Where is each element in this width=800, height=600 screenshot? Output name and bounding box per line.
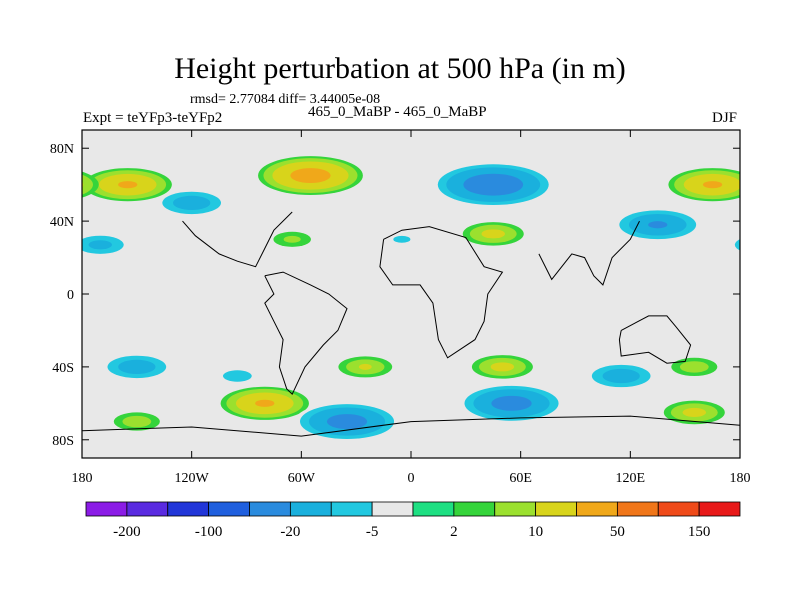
colorbar-cell xyxy=(371,501,414,517)
colorbar-label: -100 xyxy=(195,524,223,540)
contour-level xyxy=(222,370,252,382)
anomaly-13 xyxy=(101,353,173,381)
colorbar-label: -200 xyxy=(113,524,141,540)
colorbar-label: 150 xyxy=(688,524,711,540)
contour-level xyxy=(255,399,275,407)
y-tick-label: 80S xyxy=(52,434,74,449)
colorbar-cell xyxy=(289,501,332,517)
anomaly-9 xyxy=(82,233,740,257)
colorbar-cell xyxy=(85,501,128,517)
contour-level xyxy=(173,195,211,211)
coastline-5 xyxy=(82,415,740,437)
anomaly-16 xyxy=(459,383,564,423)
colorbar-cell xyxy=(616,501,659,517)
contour-level xyxy=(118,181,138,189)
contour-level xyxy=(463,173,524,196)
x-tick-label: 0 xyxy=(408,471,415,486)
anomaly-1 xyxy=(432,162,554,207)
anomaly-18 xyxy=(113,412,160,431)
anomaly-11 xyxy=(471,355,533,379)
coastline-4 xyxy=(182,211,293,268)
contour-level xyxy=(602,368,640,384)
experiment-label: Expt = teYFp3-teYFp2 xyxy=(83,110,223,126)
x-tick-label: 120W xyxy=(175,471,210,486)
contour-level xyxy=(88,240,113,250)
anomaly-15 xyxy=(585,362,657,390)
anomaly-8 xyxy=(383,231,421,247)
anomaly-3 xyxy=(82,168,740,202)
map-background xyxy=(82,130,740,458)
colorbar-cell xyxy=(167,501,210,517)
coastlines xyxy=(82,211,740,437)
y-tick-label: 0 xyxy=(67,288,74,303)
contour-level-wrap xyxy=(82,181,84,188)
colorbar-label: -5 xyxy=(366,524,379,540)
colorbar-label: 10 xyxy=(528,524,543,540)
x-tick-label: 120E xyxy=(616,471,646,486)
season-label: DJF xyxy=(712,110,738,126)
anomaly-5 xyxy=(613,208,702,242)
contour-level xyxy=(122,415,152,428)
coastline-0 xyxy=(264,271,348,396)
colorbar-cell xyxy=(249,501,291,517)
contour-level xyxy=(118,359,156,375)
anomaly-10 xyxy=(338,356,393,378)
colorbar-cell xyxy=(453,501,496,517)
coastline-2 xyxy=(618,315,692,364)
chart-title: Height perturbation at 500 hPa (in m) xyxy=(174,52,626,85)
anomaly-7 xyxy=(273,231,311,247)
contour-level xyxy=(702,181,723,189)
y-tick-label: 40S xyxy=(52,361,74,376)
contour-level xyxy=(682,407,707,417)
colorbar-cell xyxy=(576,501,618,517)
anomaly-20 xyxy=(663,400,725,425)
anomaly-0 xyxy=(258,156,363,195)
anomaly-14 xyxy=(214,366,261,386)
coastline-3 xyxy=(538,220,640,286)
anomaly-19 xyxy=(294,402,400,441)
anomaly-field xyxy=(82,156,740,441)
contour-level xyxy=(679,361,709,373)
x-tick-label: 60W xyxy=(288,471,316,486)
contour-level-wrap xyxy=(82,174,93,195)
colorbar-cell xyxy=(657,501,700,517)
colorbar-cell xyxy=(412,501,455,517)
y-tick-label: 80N xyxy=(50,142,74,157)
colorbar-label: 2 xyxy=(450,524,458,540)
contour-level-wrap xyxy=(734,239,740,251)
colorbar-cell xyxy=(126,501,169,517)
contour-level xyxy=(326,414,368,430)
anomaly-2 xyxy=(83,168,172,202)
colorbar-label: -20 xyxy=(280,524,300,540)
colorbar-cell xyxy=(330,501,373,517)
coastline-1 xyxy=(379,226,504,359)
contour-level xyxy=(648,221,668,229)
colorbar-cell xyxy=(208,501,250,517)
colorbar-cell xyxy=(535,501,577,517)
colorbar-cell xyxy=(494,501,537,517)
anomaly-4 xyxy=(155,189,228,217)
contour-level xyxy=(358,363,372,370)
x-tick-label: 180 xyxy=(72,471,93,486)
x-tick-label: 180 xyxy=(730,471,751,486)
contour-level-wrap xyxy=(727,235,740,255)
case-label: 465_0_MaBP - 465_0_MaBP xyxy=(308,104,487,120)
contour-level xyxy=(283,235,301,243)
colorbar: -200 -100 -20 -5 2 10 50 150 xyxy=(85,501,741,540)
y-tick-label: 40N xyxy=(50,215,74,230)
stats-label: rmsd= 2.77084 diff= 3.44005e-08 xyxy=(190,92,381,107)
colorbar-cell xyxy=(698,501,741,517)
contour-level xyxy=(490,362,515,372)
contour-level xyxy=(491,395,532,411)
x-tick-label: 60E xyxy=(509,471,532,486)
contour-level xyxy=(481,229,505,239)
anomaly-6 xyxy=(462,222,524,246)
contour-level xyxy=(290,168,331,184)
colorbar-label: 50 xyxy=(610,524,625,540)
anomaly-12 xyxy=(671,357,718,377)
contour-level xyxy=(393,235,411,243)
anomaly-17 xyxy=(220,386,309,420)
